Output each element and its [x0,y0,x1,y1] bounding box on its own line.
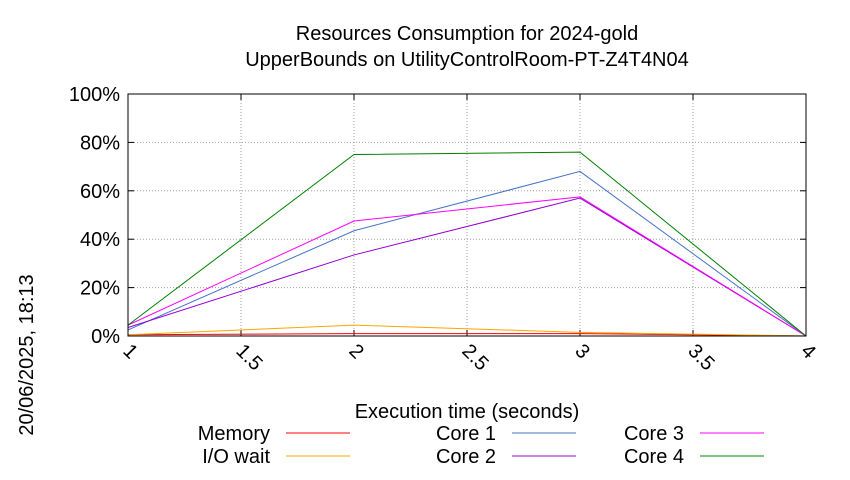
series-line-memory [127,333,807,337]
legend-label-core-1: Core 1 [436,423,496,445]
legend-label-memory: Memory [198,423,270,445]
x-axis-label: Execution time (seconds) [355,401,580,423]
x-tick-label: 3.5 [683,340,718,375]
series-line-core-4 [127,151,807,337]
y-tick-label: 60% [80,181,120,203]
plot-border [127,93,807,337]
x-tick-label: 1.5 [231,340,266,375]
x-axis-ticks: 1 1.5 2 2.5 3 3.5 4 [118,94,820,375]
timestamp-label: 20/06/2025, 18:13 [16,274,38,435]
series-line-core-2 [127,197,807,337]
legend-label-core-2: Core 2 [436,446,496,468]
series-line-core-1 [127,170,807,337]
grid-layer [128,94,806,336]
series-line-core-3 [127,196,807,337]
legend-label-core-4: Core 4 [624,446,684,468]
y-tick-label: 20% [80,278,120,300]
series-line-i-o-wait [127,324,807,337]
legend-label-core-3: Core 3 [624,423,684,445]
y-tick-label: 80% [80,132,120,154]
series-layer [127,151,807,337]
y-tick-label: 100% [69,84,120,106]
chart-title-line1: Resources Consumption for 2024-gold [296,23,638,45]
x-tick-label: 1 [118,340,141,363]
x-tick-label: 3 [570,340,593,363]
x-tick-label: 2 [344,340,367,363]
y-tick-label: 0% [91,326,120,348]
chart-title-line2: UpperBounds on UtilityControlRoom-PT-Z4T… [245,49,689,71]
y-axis-ticks: 0% 20% 40% 60% 80% 100% [69,84,806,348]
x-tick-label: 4 [796,340,819,363]
y-tick-label: 40% [80,229,120,251]
x-tick-label: 2.5 [457,340,492,375]
legend-label-i-o-wait: I/O wait [202,446,270,468]
